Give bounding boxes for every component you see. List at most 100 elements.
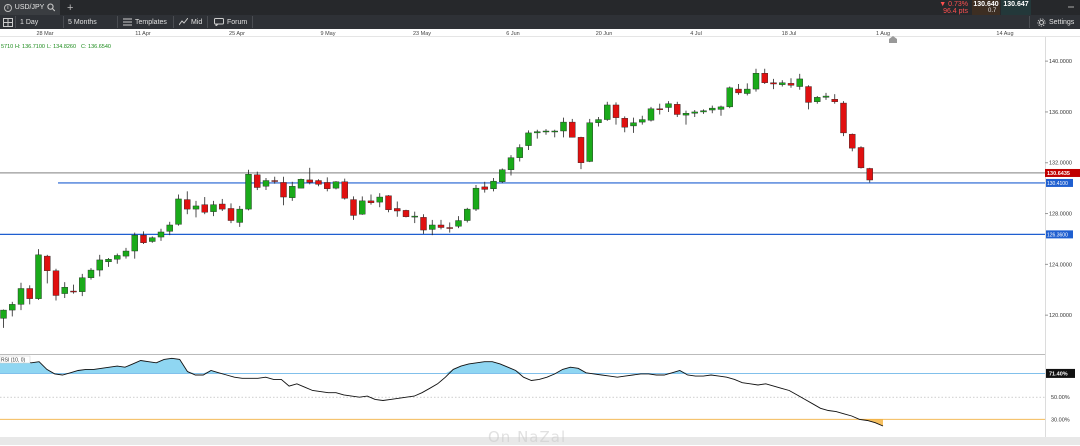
candle-body[interactable]: [507, 157, 515, 170]
candle-body[interactable]: [122, 250, 130, 257]
candle-body[interactable]: [0, 309, 7, 319]
candle-body[interactable]: [402, 210, 410, 217]
candle-body[interactable]: [849, 133, 856, 149]
candle-body[interactable]: [682, 113, 690, 116]
candle-body[interactable]: [245, 173, 252, 210]
candle-body[interactable]: [44, 255, 51, 271]
candle-body[interactable]: [175, 198, 182, 225]
candle-body[interactable]: [219, 203, 226, 210]
price-type-selector[interactable]: Mid: [179, 15, 202, 29]
candle-body[interactable]: [866, 168, 873, 181]
candle-body[interactable]: [481, 186, 488, 190]
candle-body[interactable]: [297, 179, 305, 189]
candle-body[interactable]: [787, 83, 795, 86]
candle-body[interactable]: [324, 182, 331, 189]
candle-body[interactable]: [394, 208, 401, 212]
candle-body[interactable]: [674, 104, 681, 115]
candle-body[interactable]: [149, 237, 156, 242]
candle-body[interactable]: [210, 204, 217, 212]
candle-body[interactable]: [770, 82, 777, 85]
scroll-marker-icon[interactable]: [889, 36, 897, 43]
candle-body[interactable]: [516, 147, 523, 158]
candle-body[interactable]: [805, 86, 812, 103]
candle-body[interactable]: [17, 288, 25, 305]
window-controls[interactable]: [1066, 2, 1076, 14]
candle-body[interactable]: [814, 97, 821, 102]
candle-body[interactable]: [656, 108, 663, 110]
candle-body[interactable]: [700, 110, 707, 113]
candle-body[interactable]: [464, 208, 471, 221]
candle-body[interactable]: [744, 88, 751, 94]
candle-body[interactable]: [779, 82, 786, 85]
candle-body[interactable]: [166, 224, 173, 232]
candle-body[interactable]: [280, 182, 287, 198]
collapse-icon[interactable]: [1066, 2, 1076, 12]
layout-button[interactable]: [3, 15, 13, 29]
candle-body[interactable]: [735, 88, 742, 94]
price-chart[interactable]: 28 Mar 11 Apr 25 Apr 9 May 23 May 6 Jun 20 Jun…: [0, 0, 1080, 437]
candle-body[interactable]: [227, 208, 235, 221]
candle-body[interactable]: [35, 254, 42, 299]
candle-body[interactable]: [647, 108, 655, 121]
candle-body[interactable]: [717, 106, 725, 110]
bottom-scrollbar[interactable]: [0, 437, 1080, 445]
candle-body[interactable]: [385, 195, 392, 210]
candle-body[interactable]: [114, 255, 121, 260]
candle-body[interactable]: [525, 132, 532, 146]
candle-body[interactable]: [376, 196, 383, 203]
candle-body[interactable]: [534, 131, 541, 134]
candle-body[interactable]: [192, 205, 200, 210]
candle-body[interactable]: [350, 199, 357, 216]
candle-body[interactable]: [289, 186, 296, 198]
candle-body[interactable]: [184, 199, 191, 210]
candle-body[interactable]: [140, 234, 147, 243]
info-icon[interactable]: i: [4, 3, 12, 12]
candle-body[interactable]: [831, 99, 838, 102]
candle-body[interactable]: [429, 224, 436, 230]
candle-body[interactable]: [359, 200, 366, 215]
candle-body[interactable]: [551, 130, 558, 133]
candle-body[interactable]: [341, 181, 348, 199]
candle-body[interactable]: [411, 215, 418, 218]
candle-body[interactable]: [665, 103, 672, 108]
candle-body[interactable]: [621, 118, 628, 128]
search-icon[interactable]: [47, 3, 56, 12]
candle-body[interactable]: [26, 288, 33, 299]
candle-body[interactable]: [691, 111, 698, 114]
range-selector[interactable]: 5 Months: [68, 18, 97, 26]
settings-button[interactable]: Settings: [1037, 15, 1074, 29]
candle-body[interactable]: [332, 181, 340, 189]
tab-usdjpy[interactable]: i USD/JPY: [0, 0, 60, 15]
candle-body[interactable]: [472, 187, 480, 210]
candle-body[interactable]: [840, 102, 847, 134]
candle-body[interactable]: [367, 200, 375, 203]
candle-body[interactable]: [87, 269, 95, 278]
candle-body[interactable]: [577, 137, 585, 163]
candle-body[interactable]: [761, 72, 768, 83]
candle-body[interactable]: [630, 122, 637, 127]
candle-body[interactable]: [752, 72, 760, 90]
candle-body[interactable]: [709, 107, 716, 111]
candle-body[interactable]: [52, 270, 60, 296]
candle-body[interactable]: [822, 95, 830, 98]
candle-body[interactable]: [499, 169, 506, 182]
candle-body[interactable]: [446, 227, 453, 229]
candle-body[interactable]: [131, 234, 138, 252]
candle-body[interactable]: [315, 180, 322, 185]
candle-body[interactable]: [236, 208, 243, 223]
candle-body[interactable]: [96, 259, 103, 271]
candle-body[interactable]: [70, 290, 77, 293]
candle-body[interactable]: [560, 121, 567, 132]
candle-body[interactable]: [201, 204, 208, 213]
candle-body[interactable]: [157, 231, 165, 238]
candle-body[interactable]: [254, 174, 261, 188]
ask-price[interactable]: 130.647: [1001, 0, 1031, 15]
candle-body[interactable]: [726, 87, 733, 108]
candle-body[interactable]: [639, 119, 646, 123]
candle-body[interactable]: [306, 179, 313, 183]
candle-body[interactable]: [569, 121, 576, 138]
candle-body[interactable]: [262, 180, 270, 187]
candle-body[interactable]: [79, 277, 86, 292]
candle-body[interactable]: [271, 180, 278, 182]
candle-body[interactable]: [9, 304, 16, 311]
